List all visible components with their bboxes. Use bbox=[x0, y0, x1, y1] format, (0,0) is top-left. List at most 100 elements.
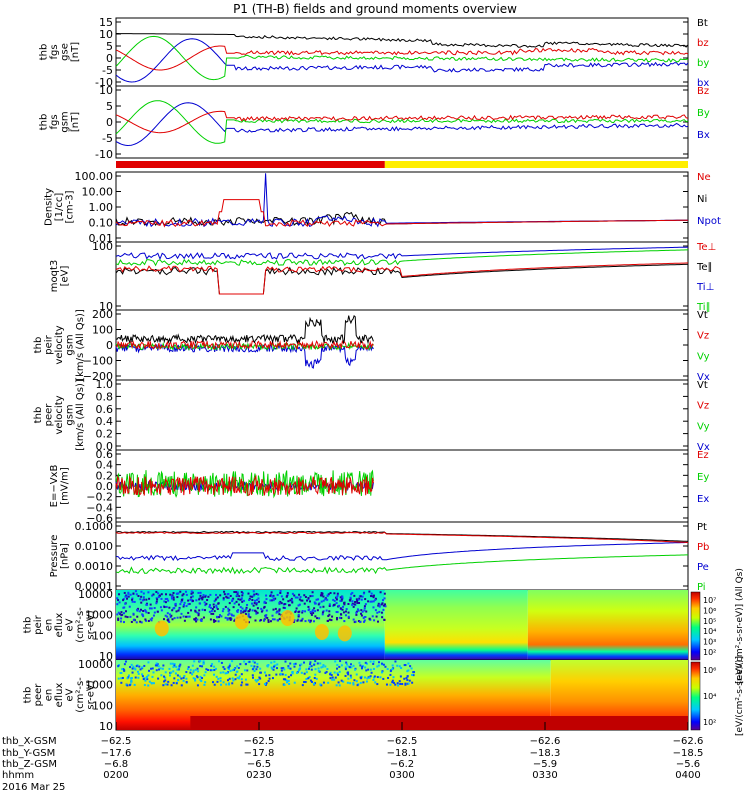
heatmap-pixel bbox=[254, 609, 257, 612]
x-tick-label: −62.5 bbox=[244, 736, 275, 747]
heatmap-pixel bbox=[283, 668, 286, 671]
heatmap-pixel bbox=[191, 599, 194, 602]
heatmap-pixel bbox=[351, 600, 354, 603]
heatmap-pixel bbox=[121, 668, 124, 671]
heatmap-pixel bbox=[360, 667, 363, 670]
heatmap-pixel bbox=[341, 597, 344, 600]
heatmap-pixel bbox=[130, 620, 133, 623]
heatmap-pixel bbox=[377, 602, 380, 605]
heatmap-pixel bbox=[389, 673, 392, 676]
heatmap-pixel bbox=[355, 598, 358, 601]
panel-peer-velocity: 1.00.80.60.40.20.0 thb peer velocity gsm [km/… bbox=[33, 378, 710, 453]
y-tick-label: 10 bbox=[99, 84, 113, 97]
heatmap-pixel bbox=[394, 683, 397, 686]
heatmap-pixel bbox=[236, 676, 239, 679]
heatmap-pixel bbox=[222, 681, 225, 684]
heatmap-pixel bbox=[361, 595, 364, 598]
heatmap-pixel bbox=[263, 601, 266, 604]
heatmap-pixel bbox=[249, 608, 252, 611]
heatmap-pixel bbox=[383, 618, 386, 621]
heatmap-pixel bbox=[172, 670, 175, 673]
y-axis-label: Density bbox=[44, 188, 55, 226]
heatmap-pixel bbox=[136, 670, 139, 673]
heatmap-pixel bbox=[212, 681, 215, 684]
heatmap-pixel bbox=[293, 619, 296, 622]
heatmap-pixel bbox=[295, 607, 298, 610]
heatmap-pixel bbox=[325, 609, 328, 612]
heatmap-pixel bbox=[355, 680, 358, 683]
heatmap-pixel bbox=[362, 592, 365, 595]
heatmap-pixel bbox=[219, 679, 222, 682]
heatmap-pixel bbox=[293, 665, 296, 668]
heatmap-pixel bbox=[176, 596, 179, 599]
heatmap-pixel bbox=[354, 620, 357, 623]
heatmap-pixel bbox=[131, 597, 134, 600]
heatmap-pixel bbox=[342, 680, 345, 683]
heatmap-pixel bbox=[349, 682, 352, 685]
heatmap-pixel bbox=[328, 603, 331, 606]
heatmap-pixel bbox=[389, 683, 392, 686]
heatmap-pixel bbox=[277, 610, 280, 613]
heatmap-pixel bbox=[182, 676, 185, 679]
heatmap-pixel bbox=[116, 603, 119, 606]
heatmap-pixel bbox=[396, 682, 399, 685]
heatmap-pixel bbox=[259, 667, 262, 670]
heatmap-pixel bbox=[229, 618, 232, 621]
heatmap-pixel bbox=[260, 607, 263, 610]
heatmap-pixel bbox=[126, 595, 129, 598]
heatmap-pixel bbox=[132, 619, 135, 622]
heatmap-pixel bbox=[185, 615, 188, 618]
heatmap-pixel bbox=[271, 618, 274, 621]
heatmap-pixel bbox=[316, 617, 319, 620]
heatmap-pixel bbox=[290, 674, 293, 677]
heatmap-pixel bbox=[151, 675, 154, 678]
heatmap-pixel bbox=[282, 598, 285, 601]
heatmap-pixel bbox=[352, 683, 355, 686]
heatmap-pixel bbox=[208, 604, 211, 607]
heatmap-pixel bbox=[412, 671, 415, 674]
heatmap-pixel bbox=[137, 595, 140, 598]
heatmap-pixel bbox=[130, 676, 133, 679]
heatmap-pixel bbox=[359, 681, 362, 684]
legend-vt: Vt bbox=[697, 310, 708, 321]
heatmap-pixel bbox=[237, 666, 240, 669]
heatmap-pixel bbox=[301, 599, 304, 602]
heatmap-pixel bbox=[355, 673, 358, 676]
heatmap-pixel bbox=[336, 611, 339, 614]
heatmap-pixel bbox=[279, 672, 282, 675]
heatmap-pixel bbox=[187, 666, 190, 669]
y-axis-label: [eV] bbox=[59, 266, 70, 287]
heatmap-pixel bbox=[293, 594, 296, 597]
heatmap-pixel bbox=[143, 664, 146, 667]
heatmap-pixel bbox=[360, 614, 363, 617]
heatmap-pixel bbox=[238, 675, 241, 678]
panel-temperature: 100 10 moqt3 [eV] Te⊥ Te∥ Ti⊥ Ti∥ bbox=[49, 240, 717, 313]
heatmap-pixel bbox=[373, 675, 376, 678]
y-axis-label: thb bbox=[33, 407, 44, 424]
series-vz bbox=[115, 339, 374, 351]
heatmap-pixel bbox=[202, 660, 205, 663]
heatmap-pixel bbox=[287, 679, 290, 682]
heatmap-pixel bbox=[347, 677, 350, 680]
heatmap-pixel bbox=[361, 610, 364, 613]
heatmap-pixel bbox=[261, 609, 264, 612]
heatmap-pixel bbox=[201, 677, 204, 680]
heatmap-pixel bbox=[343, 603, 346, 606]
heatmap-pixel bbox=[338, 604, 341, 607]
y-tick-label: 0.0 bbox=[96, 480, 114, 493]
heatmap-pixel bbox=[123, 612, 126, 615]
heatmap-pixel bbox=[240, 597, 243, 600]
series-by bbox=[115, 35, 689, 81]
heatmap-pixel bbox=[313, 676, 316, 679]
y-axis-label: moqt3 bbox=[49, 260, 60, 293]
heatmap-pixel bbox=[132, 592, 135, 595]
heatmap-pixel bbox=[311, 591, 314, 594]
heatmap-pixel bbox=[147, 619, 150, 622]
heatmap-pixel bbox=[173, 664, 176, 667]
heatmap-pixel bbox=[353, 594, 356, 597]
heatmap-pixel bbox=[319, 606, 322, 609]
colorbar-tick-label: 10³ bbox=[703, 638, 716, 647]
heatmap-pixel bbox=[268, 677, 271, 680]
heatmap-pixel bbox=[232, 606, 235, 609]
heatmap-pixel bbox=[260, 610, 263, 613]
